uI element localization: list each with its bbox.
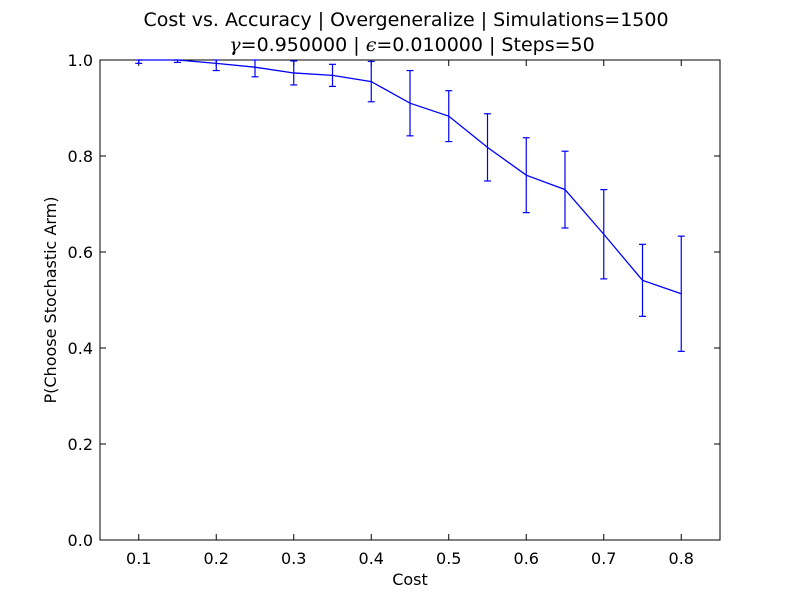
x-tick-label: 0.6 <box>514 549 539 568</box>
series-line <box>138 59 682 295</box>
plot-area <box>99 59 721 541</box>
x-tick-label: 0.2 <box>204 549 229 568</box>
gamma-symbol: γ <box>229 34 241 56</box>
y-tick-label: 1.0 <box>68 51 93 70</box>
x-tick-label: 0.8 <box>669 549 694 568</box>
x-axis-ticks: 0.1 0.2 0.3 0.4 0.5 0.6 0.7 0.8 <box>126 60 694 568</box>
gamma-value: =0.950000 | <box>241 34 366 56</box>
x-axis-label: Cost <box>392 570 428 589</box>
epsilon-symbol: ϵ <box>366 34 377 56</box>
y-tick-label: 0.4 <box>68 339 93 358</box>
x-tick-label: 0.3 <box>281 549 306 568</box>
x-tick-label: 0.5 <box>436 549 461 568</box>
epsilon-value: =0.010000 | Steps=50 <box>376 34 594 56</box>
x-tick-label: 0.4 <box>359 549 384 568</box>
y-tick-label: 0.2 <box>68 435 93 454</box>
x-tick-label: 0.1 <box>126 549 151 568</box>
y-axis-label: P(Choose Stochastic Arm) <box>41 196 60 403</box>
y-tick-label: 0.6 <box>68 243 93 262</box>
chart-title: Cost vs. Accuracy | Overgeneralize | Sim… <box>143 9 668 31</box>
y-tick-label: 0.0 <box>68 531 93 550</box>
y-tick-label: 0.8 <box>68 147 93 166</box>
series-line-group <box>138 59 682 295</box>
x-tick-label: 0.7 <box>591 549 616 568</box>
y-axis-ticks: 0.0 0.2 0.4 0.6 0.8 1.0 <box>68 51 720 550</box>
chart-subtitle: γ=0.950000 | ϵ=0.010000 | Steps=50 <box>229 34 594 56</box>
